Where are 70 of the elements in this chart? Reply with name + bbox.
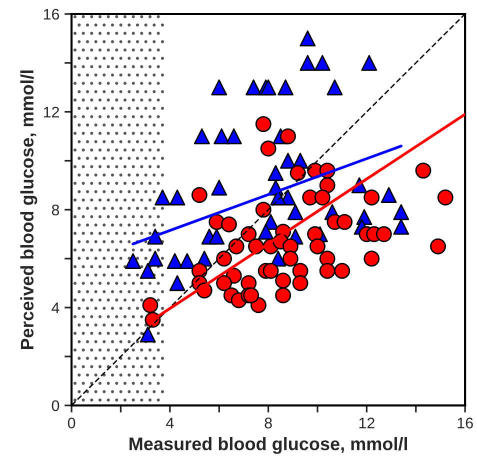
point bbox=[169, 275, 186, 292]
point bbox=[275, 287, 292, 304]
point bbox=[142, 297, 158, 314]
point bbox=[310, 238, 326, 254]
point bbox=[258, 224, 274, 240]
point bbox=[437, 189, 454, 206]
point bbox=[166, 253, 183, 270]
y-tick-label: 16 bbox=[44, 8, 60, 20]
point bbox=[255, 116, 272, 132]
point bbox=[319, 262, 336, 279]
point bbox=[278, 79, 294, 96]
point bbox=[326, 79, 343, 96]
point bbox=[216, 275, 232, 292]
point bbox=[314, 189, 330, 206]
point bbox=[334, 262, 350, 279]
point bbox=[140, 262, 156, 279]
point bbox=[336, 214, 353, 230]
point bbox=[220, 216, 237, 232]
point bbox=[300, 54, 316, 71]
point bbox=[169, 189, 186, 206]
x-tick-label: 16 bbox=[458, 418, 473, 428]
point bbox=[376, 226, 392, 242]
point bbox=[140, 326, 156, 342]
x-tick-label: 12 bbox=[359, 418, 374, 428]
point bbox=[393, 204, 410, 220]
point bbox=[211, 180, 228, 196]
point bbox=[260, 140, 276, 157]
y-tick-label: 8 bbox=[52, 204, 60, 216]
point bbox=[262, 262, 279, 279]
x-tick-label: 0 bbox=[68, 418, 76, 428]
point bbox=[430, 238, 446, 254]
y-tick-label: 12 bbox=[44, 106, 59, 118]
point bbox=[208, 228, 225, 245]
point bbox=[393, 218, 410, 235]
y-tick-label: 4 bbox=[52, 302, 60, 314]
point bbox=[226, 128, 242, 144]
point bbox=[211, 79, 228, 96]
x-tick-label: 4 bbox=[166, 418, 174, 428]
point bbox=[292, 275, 308, 292]
point bbox=[268, 165, 284, 181]
point bbox=[287, 204, 304, 220]
point bbox=[364, 250, 380, 267]
point bbox=[255, 202, 272, 218]
point bbox=[319, 177, 336, 194]
point bbox=[361, 54, 378, 71]
x-axis-title: Measured blood glucose, mmol/l bbox=[130, 437, 407, 454]
point bbox=[290, 165, 306, 181]
point bbox=[314, 54, 330, 71]
point bbox=[280, 152, 296, 169]
point bbox=[415, 162, 432, 179]
x-tick-label: 8 bbox=[264, 418, 272, 428]
point bbox=[364, 189, 380, 206]
point bbox=[228, 238, 244, 254]
point bbox=[125, 253, 142, 270]
point bbox=[275, 272, 292, 289]
point bbox=[380, 187, 397, 203]
point bbox=[214, 128, 230, 144]
point bbox=[280, 128, 296, 144]
y-axis-title: Perceived blood glucose, mmol/l bbox=[20, 70, 38, 349]
y-tick-label: 0 bbox=[52, 400, 60, 412]
point bbox=[282, 250, 298, 267]
point bbox=[191, 187, 208, 203]
point bbox=[216, 250, 232, 267]
point bbox=[240, 226, 257, 242]
point bbox=[194, 128, 210, 144]
point bbox=[179, 253, 196, 270]
point bbox=[154, 189, 171, 206]
point bbox=[147, 250, 164, 267]
point bbox=[246, 79, 262, 96]
point bbox=[300, 30, 316, 46]
